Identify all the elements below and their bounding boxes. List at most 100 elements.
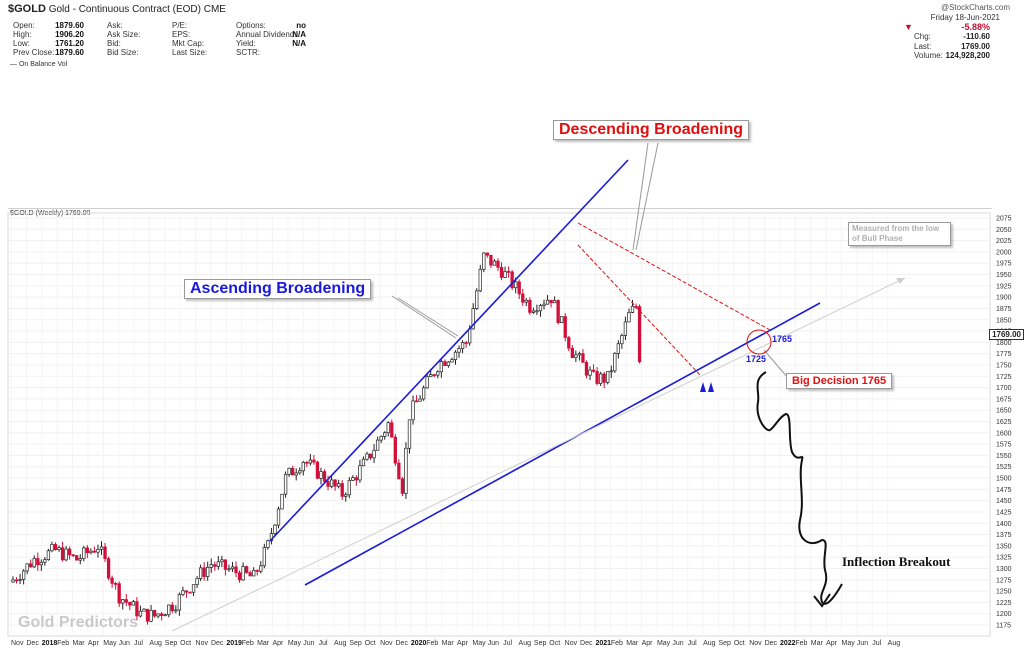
candle xyxy=(577,351,582,361)
x-tick-label: May xyxy=(657,640,671,647)
quote-header: $GOLD Gold - Continuous Contract (EOD) C… xyxy=(0,0,1024,70)
candle xyxy=(351,475,355,481)
candle xyxy=(446,361,451,368)
candle xyxy=(195,576,199,589)
decision-circle xyxy=(746,329,772,355)
candle-body xyxy=(124,599,128,603)
candle xyxy=(276,506,281,529)
candle-body xyxy=(390,422,394,438)
candle-body xyxy=(358,465,362,481)
x-axis: Nov Dec 2018 Feb Mar Apr May Jun Jul Aug Sep Oct Nov… xyxy=(11,640,900,647)
candle-body xyxy=(244,566,249,573)
candle-body xyxy=(29,563,33,568)
candle xyxy=(563,313,567,342)
candle-body xyxy=(450,359,454,363)
x-tick-label: Sep xyxy=(165,640,178,647)
candle-body xyxy=(464,342,468,344)
candle-body xyxy=(209,564,213,568)
y-tick-label: 1300 xyxy=(996,566,1012,573)
quote-label: Ask Size: xyxy=(107,30,141,39)
candle-body xyxy=(174,609,178,612)
quote-label: Bid Size: xyxy=(107,48,139,57)
candle-body xyxy=(248,572,252,577)
candle-body xyxy=(620,335,624,345)
candle xyxy=(287,467,291,477)
x-tick-label: 2021 xyxy=(595,640,611,647)
candle-body xyxy=(234,566,238,574)
candle-body xyxy=(227,568,231,571)
candle-body xyxy=(188,591,192,594)
x-tick-label: Jun xyxy=(672,640,683,647)
big-decision-callout: Big Decision 1765 xyxy=(786,373,893,389)
candle-body xyxy=(521,293,525,303)
candle-body xyxy=(287,467,291,475)
candle xyxy=(404,442,408,499)
candle xyxy=(67,546,72,560)
candle-body xyxy=(329,479,334,487)
candle-body xyxy=(85,547,89,554)
candle-body xyxy=(266,540,270,548)
y-tick-label: 1650 xyxy=(996,408,1012,415)
candle xyxy=(443,359,447,367)
candle xyxy=(145,608,150,625)
candle xyxy=(375,436,380,451)
candle-body xyxy=(630,305,635,313)
candle-body xyxy=(471,308,475,330)
candle xyxy=(177,592,182,616)
candle-body xyxy=(322,471,327,482)
y-tick-label: 1625 xyxy=(996,419,1012,426)
candle xyxy=(485,252,490,258)
candle-body xyxy=(301,461,305,472)
measured-line xyxy=(171,277,906,632)
quote-label: Options: xyxy=(236,21,266,30)
candle xyxy=(397,459,401,480)
candle xyxy=(170,601,174,614)
x-tick-label: Mar xyxy=(257,640,270,647)
candle xyxy=(478,264,482,293)
candle-body xyxy=(160,613,164,616)
x-tick-label: 2019 xyxy=(226,640,242,647)
quote-label: Low: xyxy=(13,39,30,48)
candle xyxy=(560,316,564,323)
symbol: $GOLD xyxy=(8,3,46,15)
candle xyxy=(482,252,486,273)
candle xyxy=(570,345,574,359)
candle-body xyxy=(489,254,493,266)
copyright: @StockCharts.com xyxy=(940,3,1010,12)
candle-body xyxy=(259,565,263,572)
x-tick-label: Oct xyxy=(180,640,191,647)
candle-body xyxy=(96,549,100,553)
x-tick-label: Nov xyxy=(380,640,393,647)
candle-body xyxy=(460,342,465,349)
candle-body xyxy=(627,312,631,323)
candle xyxy=(53,542,58,551)
candle-body xyxy=(149,609,153,622)
volume-value: 124,928,200 xyxy=(945,51,991,60)
candle xyxy=(46,548,51,561)
candle-body xyxy=(131,601,136,606)
x-tick-label: Dec xyxy=(26,640,39,647)
candle-body xyxy=(223,559,228,570)
quote-label: Mkt Cap: xyxy=(172,39,205,48)
descending-callout-pointer-2 xyxy=(635,142,659,251)
candle-body xyxy=(372,449,376,459)
candle-body xyxy=(145,608,150,622)
candle xyxy=(135,597,139,621)
measured-arrow-icon xyxy=(896,278,905,284)
candle-body xyxy=(581,353,585,363)
candle-body xyxy=(67,548,72,556)
x-tick-label: Feb xyxy=(426,640,438,647)
candle xyxy=(160,611,164,621)
x-tick-label: Jul xyxy=(688,640,697,647)
contract-name: Gold - Continuous Contract (EOD) CME xyxy=(48,4,226,15)
candle xyxy=(60,541,65,562)
candle xyxy=(506,266,511,278)
candle xyxy=(298,467,302,475)
x-tick-label: Aug xyxy=(519,640,532,647)
candle xyxy=(294,468,298,481)
y-tick-label: 1475 xyxy=(996,487,1012,494)
candle xyxy=(549,299,553,308)
x-tick-label: Apr xyxy=(88,640,100,647)
y-tick-label: 1900 xyxy=(996,295,1012,302)
candle xyxy=(255,569,259,576)
